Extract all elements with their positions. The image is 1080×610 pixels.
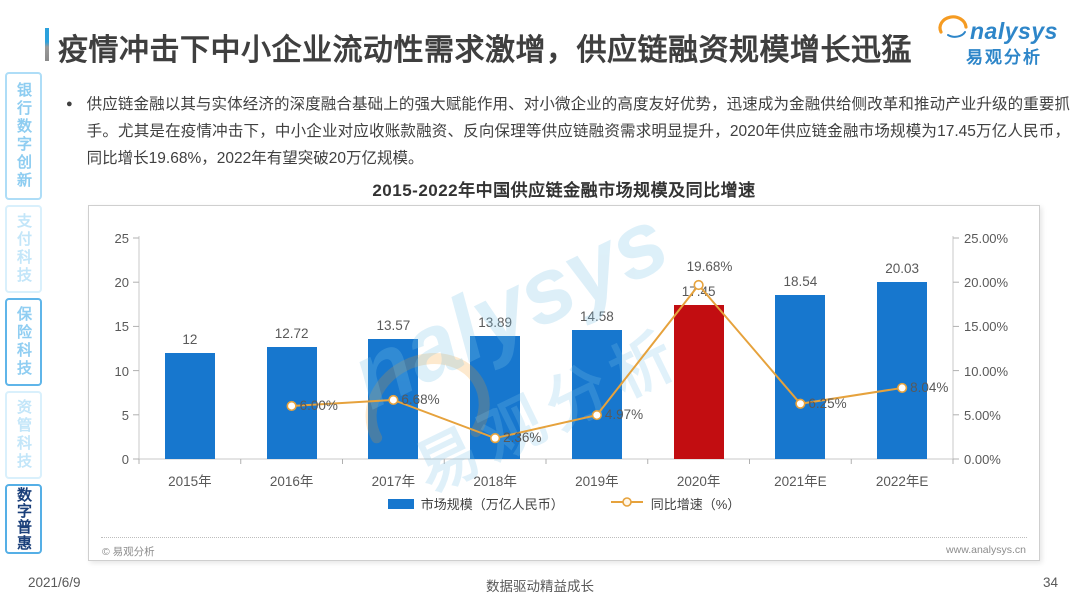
y-axis-left-tick: 5 xyxy=(121,407,129,423)
chart-legend: 市场规模（万亿人民币） 同比增速（%） xyxy=(89,494,1039,513)
y-axis-left-tick: 0 xyxy=(121,452,129,467)
y-axis-left-tick: 20 xyxy=(114,275,129,291)
chart-website: www.analysys.cn xyxy=(946,544,1026,556)
analysys-logo: nalysys 易观分析 xyxy=(936,10,1074,68)
x-axis-label: 2017年 xyxy=(371,474,416,489)
y-axis-right-tick: 20.00% xyxy=(964,275,1009,291)
bar-2020年 xyxy=(673,304,724,459)
y-axis-right-tick: 25.00% xyxy=(964,231,1009,246)
growth-point-label: 2.36% xyxy=(503,430,542,446)
sidebar-tab-3[interactable]: 保险科技 xyxy=(5,298,42,386)
legend-label-growth: 同比增速（%） xyxy=(650,497,741,512)
x-axis-label: 2015年 xyxy=(168,474,212,489)
growth-point-label: 6.68% xyxy=(401,391,440,407)
chart-box: 0 0.00% 5 5.00% 10 10.00% 15 15.00% 20 20.00% 25 25… xyxy=(88,189,1040,561)
x-axis-label: 2019年 xyxy=(575,474,619,489)
growth-point-label: 6.25% xyxy=(808,395,847,411)
x-axis-label: 2018年 xyxy=(473,474,517,489)
x-axis-label: 2021年E xyxy=(774,474,827,489)
sidebar-tab-1[interactable]: 银行数字创新 xyxy=(5,72,42,200)
growth-point-label: 8.04% xyxy=(910,379,949,395)
legend-line-marker-icon xyxy=(610,496,644,511)
logo-text-en: nalysys xyxy=(970,18,1058,44)
bar-value-label: 20.03 xyxy=(885,260,920,276)
y-axis-right-tick: 0.00% xyxy=(964,452,1001,467)
sidebar-tab-4[interactable]: 资管科技 xyxy=(5,391,42,479)
chart-footer-divider xyxy=(101,537,1027,538)
plot-area: 0 0.00% 5 5.00% 10 10.00% 15 15.00% 20 20.00% 25 25… xyxy=(89,206,1039,560)
growth-point-label: 4.97% xyxy=(604,407,644,423)
logo-text-cn: 易观分析 xyxy=(966,48,1042,67)
bar-value-label: 14.58 xyxy=(579,309,614,325)
bar-2021年E xyxy=(775,295,826,459)
chart-copyright: © 易观分析 xyxy=(102,546,155,558)
y-axis-left-tick: 10 xyxy=(114,363,129,379)
logo-swoosh-icon xyxy=(936,10,970,45)
footer-slogan: 数据驱动精益成长 xyxy=(486,579,594,594)
footer-date: 2021/6/9 xyxy=(28,575,81,590)
y-axis-left-tick: 15 xyxy=(114,319,129,335)
bar-2015年 xyxy=(164,352,215,459)
growth-point-label: 6.00% xyxy=(299,397,338,413)
y-axis-right-tick: 10.00% xyxy=(964,363,1009,379)
bar-value-label: 13.57 xyxy=(376,318,411,334)
summary-bullet: ● 供应链金融以其与实体经济的深度融合基础上的强大赋能作用、对小微企业的高度友好… xyxy=(66,91,1070,172)
page-number: 34 xyxy=(1042,575,1058,590)
sidebar-tab-2[interactable]: 支付科技 xyxy=(5,205,42,293)
legend-bar-swatch-icon xyxy=(387,498,414,509)
bar-2022年E xyxy=(877,281,928,459)
x-axis-label: 2022年E xyxy=(875,474,929,489)
sidebar-nav: 银行数字创新支付科技保险科技资管科技数字普惠 xyxy=(5,72,42,554)
chart-title: 2015-2022年中国供应链金融市场规模及同比增速 xyxy=(372,181,756,200)
bar-value-label: 12 xyxy=(182,331,198,347)
legend-item-growth: 同比增速（%） xyxy=(610,494,741,513)
page-title: 疫情冲击下中小企业流动性需求激增，供应链融资规模增长迅猛 xyxy=(58,34,912,67)
legend-label-market-scale: 市场规模（万亿人民币） xyxy=(420,497,564,512)
bar-value-label: 18.54 xyxy=(783,274,818,290)
bar-value-label: 13.89 xyxy=(478,315,513,331)
legend-item-market-scale: 市场规模（万亿人民币） xyxy=(387,494,564,513)
bar-value-label: 12.72 xyxy=(274,325,309,341)
summary-text: 供应链金融以其与实体经济的深度融合基础上的强大赋能作用、对小微企业的高度友好优势… xyxy=(86,96,1070,167)
x-axis-label: 2020年 xyxy=(676,474,721,489)
growth-point-label: 19.68% xyxy=(686,259,733,275)
y-axis-right-tick: 15.00% xyxy=(964,319,1009,335)
bullet-dot-icon: ● xyxy=(66,98,73,110)
bar-value-label: 17.45 xyxy=(681,283,716,299)
y-axis-right-tick: 5.00% xyxy=(964,407,1001,423)
bar-2019年 xyxy=(571,330,622,459)
sidebar-tab-5[interactable]: 数字普惠 xyxy=(5,484,42,554)
title-accent-bar xyxy=(45,28,49,61)
x-axis-label: 2016年 xyxy=(269,474,314,489)
y-axis-left-tick: 25 xyxy=(114,231,129,246)
